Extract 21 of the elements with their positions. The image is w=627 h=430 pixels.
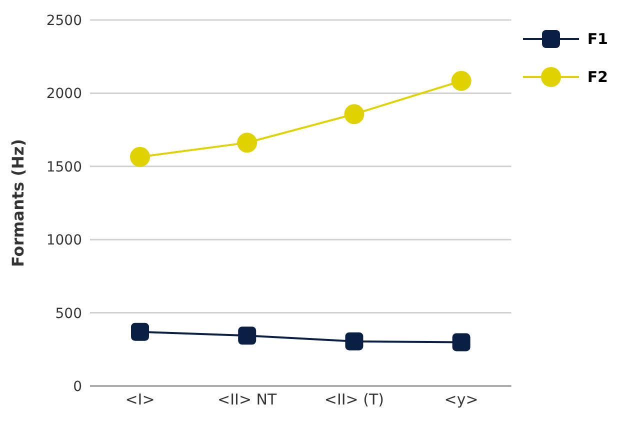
x-tick-label: <y> — [444, 390, 478, 409]
x-tick-label: <II> (T) — [324, 390, 384, 409]
y-tick-label: 0 — [73, 378, 82, 395]
point — [344, 104, 364, 124]
legend-label: F1 — [587, 30, 608, 48]
x-tick-label: <I> — [125, 390, 155, 409]
point — [452, 333, 470, 352]
point — [237, 132, 258, 153]
point — [131, 322, 149, 341]
y-tick-label: 2500 — [46, 12, 82, 29]
legend-label: F2 — [587, 68, 608, 86]
y-axis-title: Formants (Hz) — [8, 138, 28, 268]
point — [238, 326, 256, 345]
y-tick-label: 1000 — [46, 232, 82, 249]
point — [451, 70, 472, 91]
point — [345, 332, 364, 350]
y-tick-label: 500 — [55, 306, 82, 322]
point — [130, 146, 150, 167]
y-tick-label: 2000 — [46, 86, 82, 102]
x-tick-label: <II> NT — [218, 390, 278, 409]
y-tick-label: 1500 — [46, 159, 82, 176]
